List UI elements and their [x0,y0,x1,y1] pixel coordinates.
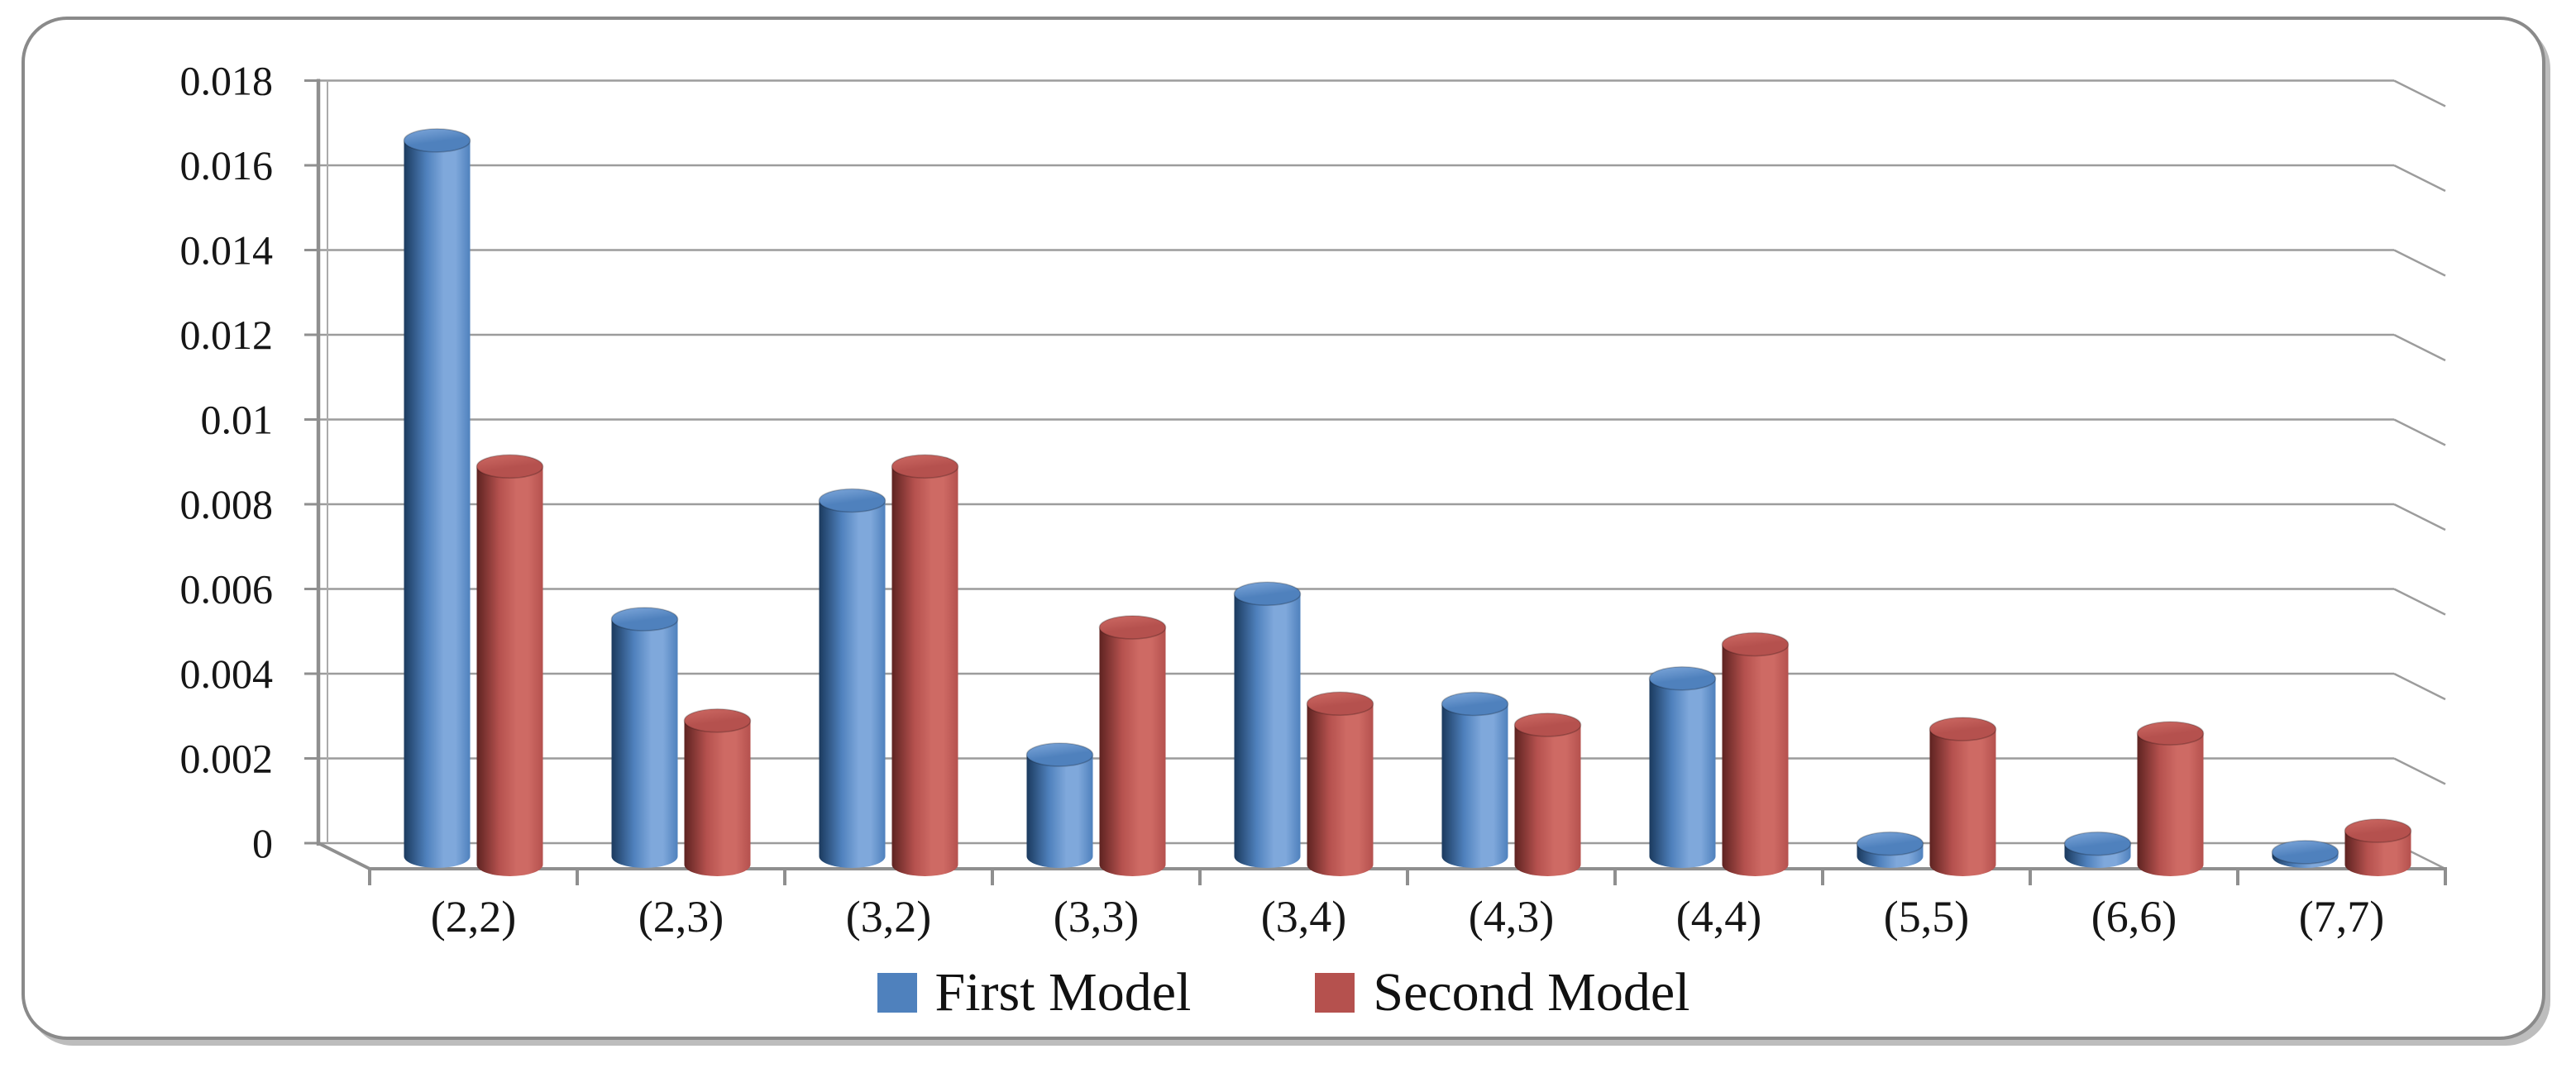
bars [403,128,2412,876]
chart-legend: First Model Second Model [22,965,2545,1020]
bar-second-model--4-4- [1721,632,1790,876]
bar-second-model--3-3- [1098,615,1167,876]
bar-first-model--3-3- [1025,742,1094,868]
y-axis [304,79,328,846]
bar-second-model--2-2- [476,454,544,876]
bar-first-model--4-3- [1441,691,1509,868]
legend-label-second-model: Second Model [1373,962,1690,1023]
category-labels: (2,2) (2,3) (3,2) (3,3) (3,4) (4,3) (4,4) (5,5)… [431,892,2384,942]
category-label: (7,7) [2299,892,2384,942]
bar-first-model--6-6- [2063,831,2132,868]
y-tick-label: 0.016 [180,142,274,188]
bar-first-model--2-3- [610,607,679,868]
category-label: (6,6) [2091,892,2177,942]
bar-first-model--3-4- [1233,581,1302,868]
legend-swatch-first-model-icon [877,973,917,1013]
bar-second-model--2-3- [683,708,752,876]
category-label: (2,2) [431,892,516,942]
bar-second-model--3-2- [891,454,959,876]
category-label: (2,3) [638,892,724,942]
y-tick-label: 0.014 [180,227,274,274]
category-label: (4,3) [1469,892,1554,942]
y-tick-label: 0.008 [180,481,274,527]
legend-item-first-model: First Model [877,962,1192,1023]
legend-label-first-model: First Model [934,962,1192,1023]
bar-second-model--6-6- [2136,721,2205,876]
y-tick-label: 0.006 [180,566,274,613]
y-tick-label: 0.012 [180,312,274,358]
bar-second-model--3-4- [1306,691,1374,876]
y-tick-labels: 0 0.002 0.004 0.006 0.008 0.01 0.012 0.014 0.016… [180,58,274,867]
bar-second-model--5-5- [1928,717,1997,876]
bar-first-model--7-7- [2271,840,2339,868]
bar-second-model--7-7- [2344,818,2412,876]
bar-first-model--3-2- [818,488,887,868]
category-label: (4,4) [1676,892,1761,942]
category-label: (3,4) [1261,892,1346,942]
y-tick-label: 0.004 [180,651,274,697]
category-label: (3,3) [1054,892,1139,942]
bar-first-model--5-5- [1856,831,1924,868]
bar-first-model--2-2- [403,128,471,868]
y-tick-label: 0.01 [201,397,274,443]
y-tick-label: 0.002 [180,736,274,782]
legend-item-second-model: Second Model [1315,965,1689,1020]
y-tick-label: 0 [252,820,273,866]
category-label: (3,2) [846,892,931,942]
bar-first-model--4-4- [1648,665,1717,868]
bar-second-model--4-3- [1513,713,1582,876]
legend-swatch-second-model-icon [1315,973,1355,1013]
y-tick-label: 0.018 [180,58,274,104]
category-label: (5,5) [1884,892,1969,942]
